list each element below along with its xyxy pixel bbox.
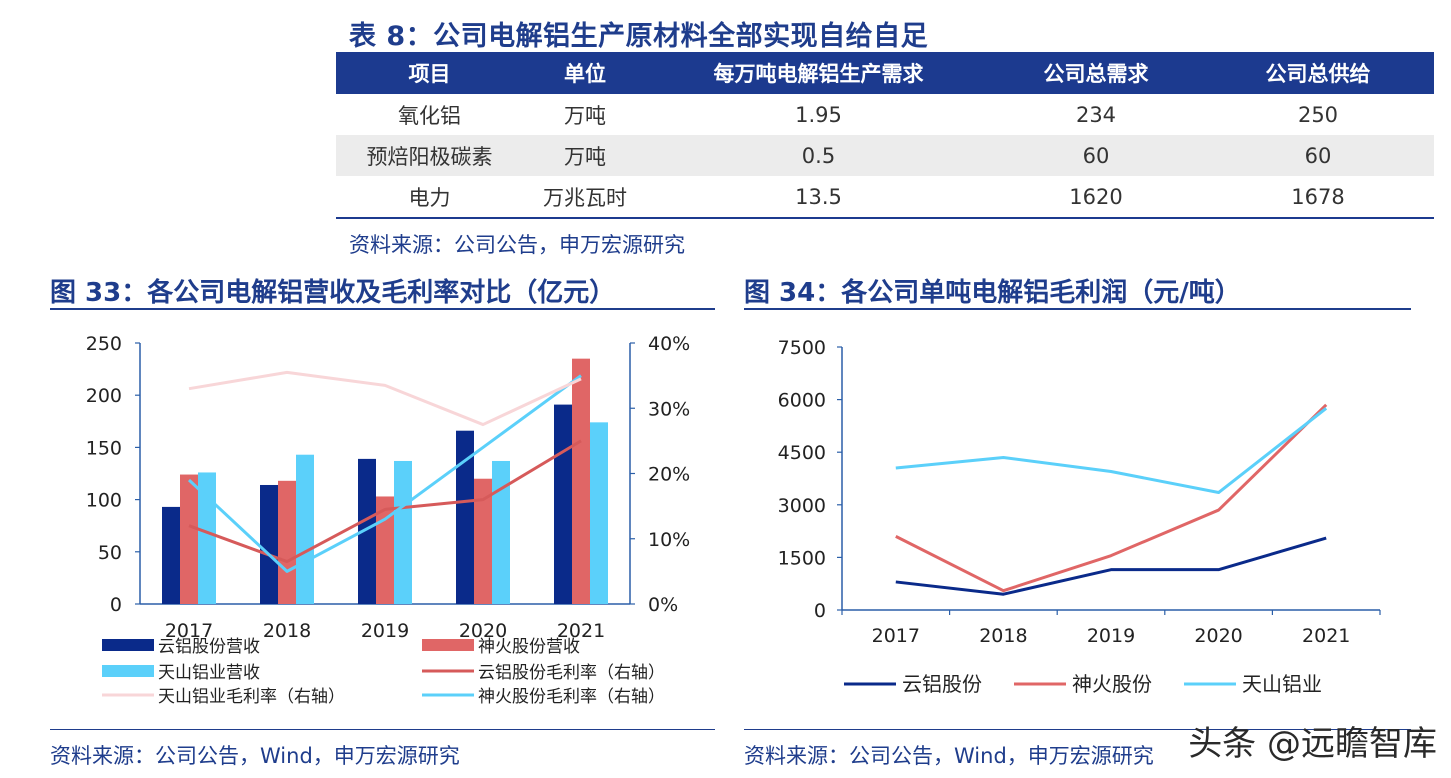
table-row: 预焙阳极碳素 万吨 0.5 60 60 [336,135,1434,176]
table-cell: 1678 [1202,176,1434,219]
legend-label: 天山铝业毛利率（右轴） [158,687,345,707]
series-line [895,403,1328,593]
table-cell: 万吨 [564,103,606,128]
figure33-bottom-rule [50,729,715,730]
bar [162,506,180,604]
y2-tick-label: 40% [648,333,690,355]
legend-swatch [102,639,154,651]
table8-header-unit: 单位 [523,52,647,94]
table-cell: 电力 [336,176,523,219]
bar [180,474,198,604]
x-tick-label: 2018 [979,625,1027,647]
x-tick-label: 2020 [459,620,507,642]
x-tick-label: 2018 [263,620,311,642]
table-row: 电力 万兆瓦时 13.5 1620 1678 [336,176,1434,219]
table-cell: 250 [1297,102,1339,127]
x-tick-label: 2019 [1087,625,1135,647]
y-tick-label: 200 [86,385,122,407]
table8-header-total-supply: 公司总供给 [1202,52,1434,94]
figure33-source: 资料来源：公司公告，Wind，申万宏源研究 [50,744,460,768]
x-tick-label: 2019 [361,620,409,642]
legend-swatch [422,639,474,651]
bar [376,496,394,604]
figure34-title: 图 34：各公司单吨电解铝毛利润（元/吨） [744,278,1241,308]
bar [260,484,278,604]
table-cell: 60 [1202,135,1434,176]
bar [590,422,608,604]
legend-label: 神火股份营收 [478,637,580,657]
table-cell: 1.95 [795,102,842,127]
y-tick-label: 7500 [778,337,826,359]
figure34-bottom-rule [744,729,1411,730]
y2-tick-label: 30% [648,398,690,420]
y-tick-label: 4500 [778,442,826,464]
table-cell: 0.5 [647,135,990,176]
table-cell: 234 [1075,102,1117,127]
table-cell: 预焙阳极碳素 [336,135,523,176]
legend-label: 云铝股份营收 [158,637,260,657]
y2-tick-label: 10% [648,529,690,551]
y-tick-label: 0 [110,594,122,616]
y-tick-label: 100 [86,490,122,512]
table-cell: 万兆瓦时 [523,176,647,219]
y-tick-label: 6000 [778,390,826,412]
y-tick-label: 3000 [778,495,826,517]
table8-source: 资料来源：公司公告，申万宏源研究 [349,233,685,257]
table8: 项目 单位 每万吨电解铝生产需求 公司总需求 公司总供给 氧化铝 万吨 1.95… [336,52,1434,219]
table8-header-item: 项目 [336,52,523,94]
y-tick-label: 150 [86,437,122,459]
y-tick-label: 50 [98,542,122,564]
table-cell: 1620 [990,176,1202,219]
figure34-title-rule [744,308,1411,310]
bar [296,454,314,604]
figure33-chart: 0 50 100 150 200 250 0% 10% 20% 30% 40% 2017 2018 201… [86,333,691,707]
y-tick-label: 1500 [778,547,826,569]
bar [456,430,474,604]
table8-header-demand-per-10kt: 每万吨电解铝生产需求 [647,52,990,94]
bar [492,460,510,604]
figure33-title-rule [50,308,715,310]
legend-label: 神火股份 [1072,672,1152,696]
legend-label: 神火股份毛利率（右轴） [478,687,665,707]
table-cell: 氧化铝 [398,103,461,128]
table-row: 氧化铝 万吨 1.95 234 250 [336,94,1434,135]
bar [198,472,216,604]
table8-header-total-demand: 公司总需求 [990,52,1202,94]
y2-tick-label: 0% [648,594,678,616]
table-cell: 13.5 [647,176,990,219]
legend-label: 云铝股份 [902,672,982,696]
y-tick-label: 0 [814,600,826,622]
table8-header-row: 项目 单位 每万吨电解铝生产需求 公司总需求 公司总供给 [336,52,1434,94]
watermark-text: 头条 @远瞻智库 [1188,724,1437,764]
bar [554,404,572,604]
table-cell: 万吨 [523,135,647,176]
x-tick-label: 2021 [557,620,605,642]
figure34-chart: 0 1500 3000 4500 6000 7500 2017 2018 2019 2020 202… [778,337,1381,696]
y-tick-label: 250 [86,333,122,355]
legend-label: 天山铝业 [1242,672,1322,696]
y2-tick-label: 20% [648,464,690,486]
table-cell: 60 [990,135,1202,176]
x-tick-label: 2017 [872,625,920,647]
series-line [188,439,582,564]
x-tick-label: 2021 [1302,625,1350,647]
bar [394,460,412,604]
table8-title: 表 8：公司电解铝生产原材料全部实现自给自足 [349,21,929,52]
x-tick-label: 2017 [165,620,213,642]
bar [572,358,590,604]
figure33-title: 图 33：各公司电解铝营收及毛利率对比（亿元） [50,278,616,308]
bar [278,480,296,604]
bar [358,458,376,604]
series-line [187,374,582,573]
figure34-source: 资料来源：公司公告，Wind，申万宏源研究 [744,744,1154,768]
legend-label: 云铝股份毛利率（右轴） [478,663,665,683]
x-tick-label: 2020 [1194,625,1242,647]
series-line [188,370,582,427]
series-line [895,536,1327,596]
series-line [895,407,1328,495]
legend-label: 天山铝业营收 [158,663,260,683]
bar [474,478,492,604]
legend-swatch [102,665,154,677]
